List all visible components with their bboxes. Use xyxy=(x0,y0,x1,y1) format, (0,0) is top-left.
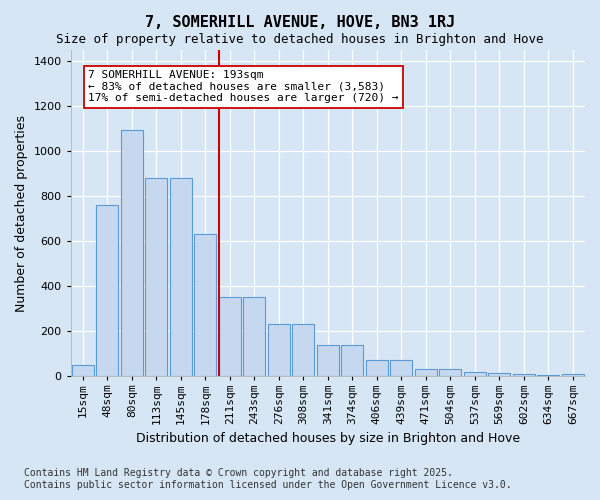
Bar xyxy=(341,344,364,376)
Text: Contains HM Land Registry data © Crown copyright and database right 2025.
Contai: Contains HM Land Registry data © Crown c… xyxy=(24,468,512,490)
Bar xyxy=(145,178,167,376)
Text: Size of property relative to detached houses in Brighton and Hove: Size of property relative to detached ho… xyxy=(56,32,544,46)
Bar xyxy=(219,298,241,376)
Bar xyxy=(292,324,314,376)
Bar xyxy=(72,365,94,376)
Bar xyxy=(513,374,535,376)
Bar xyxy=(439,370,461,376)
Bar xyxy=(415,370,437,376)
Bar xyxy=(121,130,143,376)
Y-axis label: Number of detached properties: Number of detached properties xyxy=(15,114,28,312)
Bar xyxy=(244,298,265,376)
Bar xyxy=(268,324,290,376)
Bar xyxy=(391,360,412,376)
Bar xyxy=(317,344,339,376)
Text: 7, SOMERHILL AVENUE, HOVE, BN3 1RJ: 7, SOMERHILL AVENUE, HOVE, BN3 1RJ xyxy=(145,15,455,30)
Bar xyxy=(562,374,584,376)
Bar xyxy=(464,372,486,376)
Bar xyxy=(537,375,559,376)
Bar xyxy=(488,373,511,376)
Bar xyxy=(170,178,192,376)
Bar xyxy=(194,234,217,376)
Bar xyxy=(366,360,388,376)
Text: 7 SOMERHILL AVENUE: 193sqm
← 83% of detached houses are smaller (3,583)
17% of s: 7 SOMERHILL AVENUE: 193sqm ← 83% of deta… xyxy=(88,70,399,103)
Bar xyxy=(97,205,118,376)
X-axis label: Distribution of detached houses by size in Brighton and Hove: Distribution of detached houses by size … xyxy=(136,432,520,445)
